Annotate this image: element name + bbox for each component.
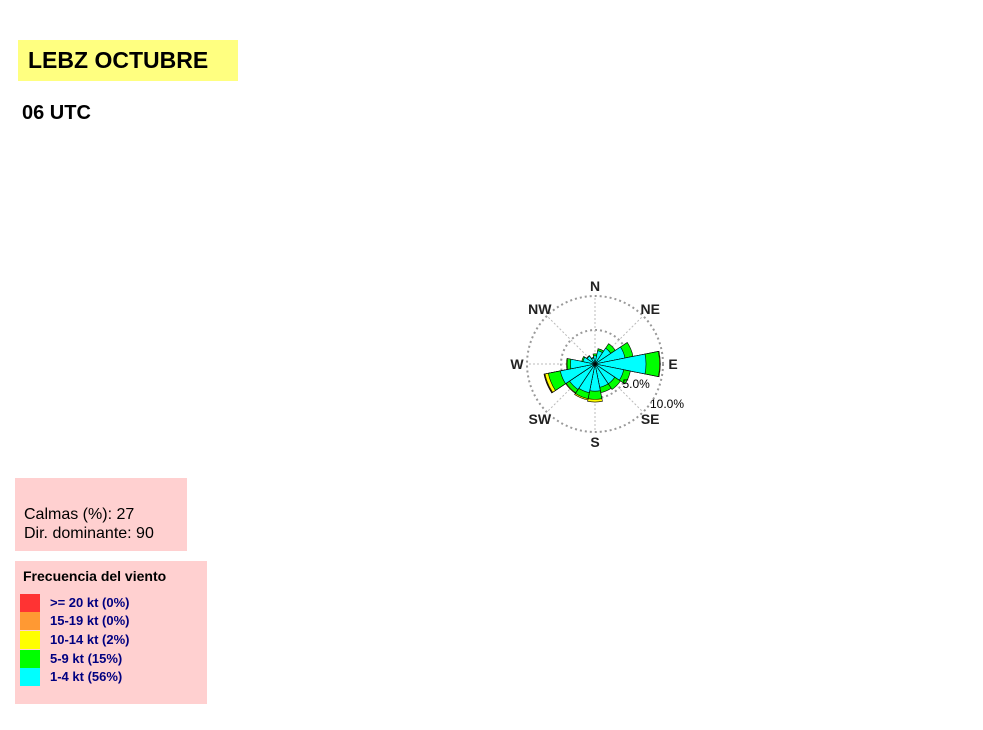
grid-spoke (594, 363, 644, 413)
dominant-direction-text: Dir. dominante: 90 (24, 525, 154, 542)
legend-swatch (20, 612, 40, 630)
grid-spoke (594, 315, 644, 365)
grid-ring (526, 295, 664, 433)
legend-swatch (20, 650, 40, 668)
legend-swatch (20, 668, 40, 686)
wind-rose-labels: 5.0% 10.0% N NE E SE S SW W NW (510, 278, 684, 450)
compass-label: NE (640, 301, 659, 317)
rose-petal (591, 357, 596, 365)
rose-petal (570, 358, 596, 370)
calms-text: Calmas (%): 27 (24, 506, 135, 523)
legend-swatch (20, 631, 40, 649)
rose-petal (594, 353, 647, 375)
compass-label: S (590, 434, 599, 450)
compass-label: W (510, 356, 524, 372)
rose-petal (559, 363, 596, 385)
compass-label: NW (528, 301, 552, 317)
grid-spoke (546, 315, 596, 365)
stats-panel: Calmas (%): 27 Dir. dominante: 90 (15, 478, 187, 551)
ring-label: 5.0% (623, 377, 651, 391)
compass-label: E (668, 356, 677, 372)
compass-label: SE (641, 411, 660, 427)
chart-subtitle: 06 UTC (22, 102, 91, 124)
legend-label: 5-9 kt (15%) (50, 651, 123, 666)
legend-swatch (20, 594, 40, 612)
legend-label: >= 20 kt (0%) (50, 595, 130, 610)
wind-rose-petals (543, 342, 661, 403)
legend-label: 1-4 kt (56%) (50, 669, 123, 684)
legend-label: 15-19 kt (0%) (50, 613, 130, 628)
rose-petal (586, 355, 596, 365)
chart-title: LEBZ OCTUBRE (18, 40, 238, 81)
compass-label: SW (529, 411, 552, 427)
legend-label: 10-14 kt (2%) (50, 632, 130, 647)
ring-label: 10.0% (650, 397, 684, 411)
compass-label: N (590, 278, 600, 294)
legend-panel: Frecuencia del viento >= 20 kt (0%) 15-1… (15, 561, 207, 704)
legend-title: Frecuencia del viento (23, 568, 167, 584)
